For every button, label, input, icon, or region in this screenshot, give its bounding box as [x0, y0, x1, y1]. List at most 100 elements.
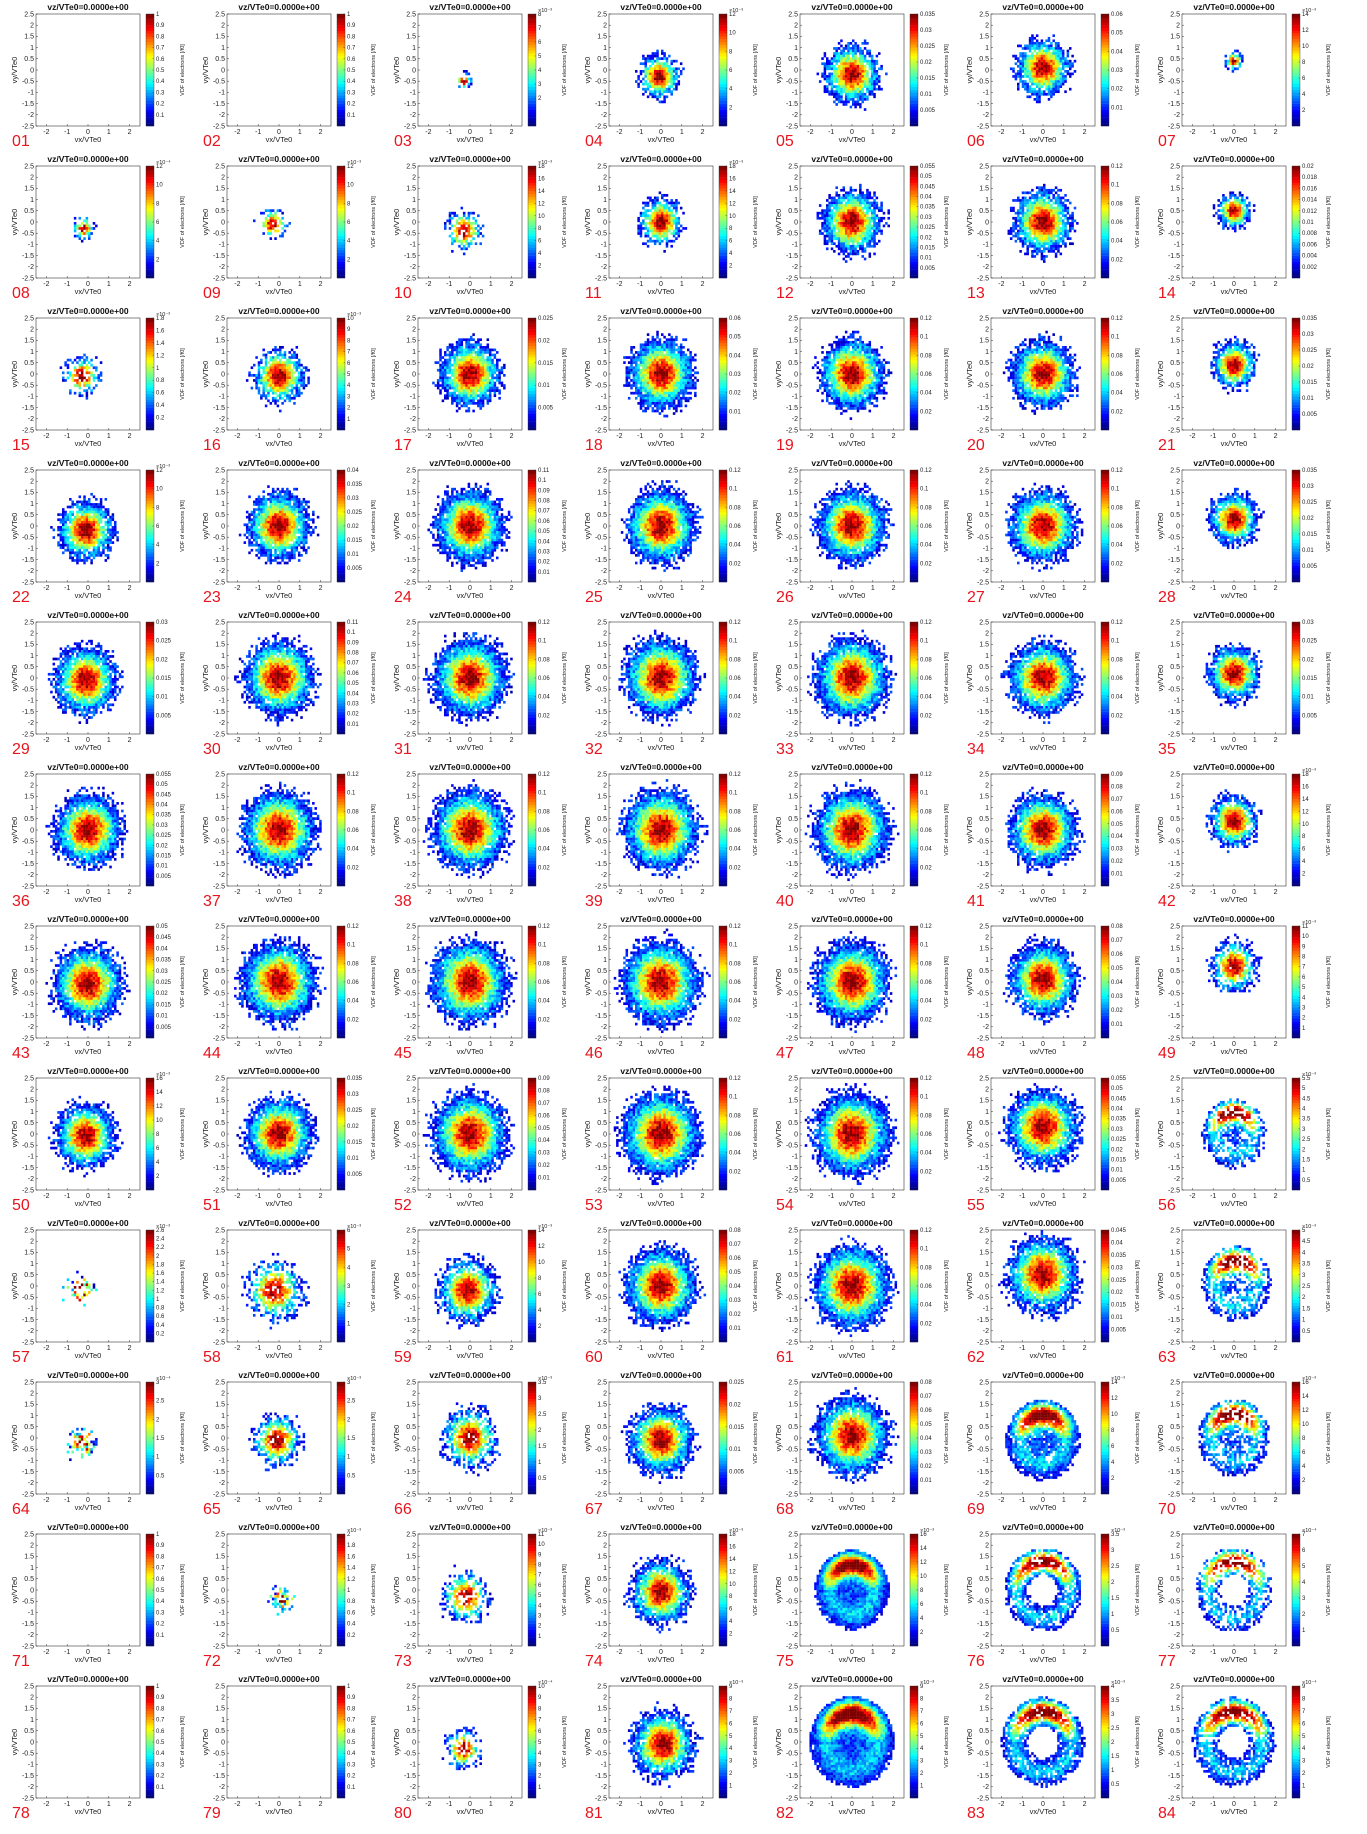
- colorbar-step: [1292, 81, 1300, 85]
- heatmap-cell: [1017, 232, 1020, 235]
- heatmap-cell: [658, 67, 662, 71]
- heatmap-cell: [661, 64, 664, 68]
- heatmap-cell: [295, 368, 299, 372]
- colorbar-step: [528, 233, 536, 237]
- heatmap-cell: [460, 206, 464, 210]
- colorbar-step: [1101, 233, 1109, 237]
- heatmap-cell: [1047, 224, 1051, 228]
- y-tick-label: 1: [1176, 45, 1180, 52]
- heatmap-cells: [444, 206, 485, 256]
- heatmap-cell: [646, 222, 650, 225]
- heatmap-cell: [269, 384, 273, 387]
- heatmap-cell: [1054, 64, 1058, 68]
- heatmap-cell: [1238, 204, 1242, 207]
- heatmap-cell: [274, 391, 277, 395]
- heatmap-cell: [868, 237, 872, 240]
- heatmap-cell: [88, 232, 91, 235]
- heatmap-cell: [271, 379, 275, 382]
- heatmap-cell: [849, 232, 853, 235]
- heatmap-cell: [672, 234, 676, 238]
- heatmap-cell: [467, 227, 471, 230]
- heatmap-cell: [76, 224, 79, 228]
- heatmap-cell: [880, 87, 883, 91]
- heatmap-cell: [281, 386, 284, 390]
- heatmap-cell: [439, 374, 442, 377]
- x-axis-label: vx/VTe0: [1030, 135, 1057, 144]
- heatmap-cell: [656, 229, 659, 233]
- heatmap-cell: [653, 80, 657, 83]
- colorbar-step: [1101, 252, 1109, 256]
- heatmap-cell: [295, 356, 299, 359]
- heatmap-cell: [833, 237, 836, 240]
- heatmap-cell: [1245, 204, 1249, 207]
- heatmap-cell: [1238, 199, 1242, 202]
- heatmap-cell: [1021, 244, 1025, 248]
- heatmap-cell: [1047, 201, 1051, 205]
- colorbar-label: VDF of electrons [/f0]: [1326, 196, 1332, 248]
- heatmap-cell: [257, 371, 261, 375]
- heatmap-cell: [861, 234, 864, 238]
- heatmap-cell: [870, 57, 874, 60]
- heatmap-cell: [1231, 204, 1235, 207]
- heatmap-cell: [1050, 211, 1053, 215]
- heatmap-cell: [840, 62, 843, 66]
- heatmap-cell: [663, 64, 666, 68]
- heatmap-cell: [663, 234, 666, 238]
- y-tick-label: -2.5: [213, 123, 225, 130]
- heatmap-cell: [257, 376, 261, 380]
- heatmap-cell: [844, 92, 848, 96]
- heatmap-cell: [1052, 62, 1055, 66]
- heatmap-cell: [665, 242, 669, 246]
- heatmap-cell: [1059, 229, 1063, 233]
- heatmap-cell: [854, 224, 857, 228]
- heatmap-cell: [823, 64, 827, 68]
- colorbar-step: [146, 320, 154, 324]
- heatmap-cell: [455, 232, 459, 235]
- heatmap-cell: [653, 85, 657, 88]
- x-tick-label: -1: [1210, 129, 1216, 136]
- heatmap-cell: [1061, 77, 1065, 81]
- colorbar-step: [1101, 202, 1109, 206]
- heatmap-cell: [644, 64, 647, 68]
- heatmap-cell: [446, 353, 449, 357]
- heatmap-cell: [663, 232, 666, 235]
- heatmap-cell: [679, 72, 683, 76]
- heatmap-cell: [1238, 191, 1242, 195]
- heatmap-cell: [293, 351, 296, 354]
- colorbar-step: [146, 86, 154, 90]
- heatmap-cell: [276, 389, 280, 392]
- heatmap-cell: [847, 64, 850, 68]
- heatmap-cell: [661, 214, 664, 218]
- heatmap-cell: [444, 371, 447, 375]
- heatmap-cell: [276, 368, 280, 372]
- colorbar-step: [146, 117, 154, 121]
- heatmap-cell: [866, 211, 869, 215]
- heatmap-cell: [1050, 222, 1053, 225]
- heatmap-cell: [658, 214, 662, 218]
- heatmap-cell: [830, 232, 834, 235]
- colorbar-step: [337, 219, 345, 223]
- colorbar-step: [146, 410, 154, 414]
- heatmap-cell: [462, 214, 466, 218]
- heatmap-cell: [670, 201, 673, 205]
- heatmap-cell: [823, 242, 827, 246]
- heatmap-cell: [439, 348, 442, 352]
- heatmap-cell: [663, 87, 666, 91]
- heatmap-cell: [274, 366, 277, 370]
- heatmap-cell: [833, 206, 836, 210]
- y-tick-label: 1.5: [24, 34, 34, 41]
- heatmap-cell: [453, 348, 456, 352]
- colorbar-step: [1101, 81, 1109, 85]
- heatmap-cell: [856, 214, 860, 218]
- heatmap-cell: [1028, 62, 1032, 66]
- heatmap-cell: [854, 62, 857, 66]
- heatmap-cell: [670, 62, 673, 66]
- heatmap-cell: [455, 371, 459, 375]
- heatmap-cell: [823, 209, 827, 212]
- heatmap-cell: [1017, 224, 1020, 228]
- heatmap-cell: [71, 361, 74, 364]
- colorbar-step: [528, 275, 536, 279]
- heatmap-cell: [830, 219, 834, 223]
- heatmap-cell: [675, 77, 678, 81]
- heatmap-cell: [833, 47, 836, 50]
